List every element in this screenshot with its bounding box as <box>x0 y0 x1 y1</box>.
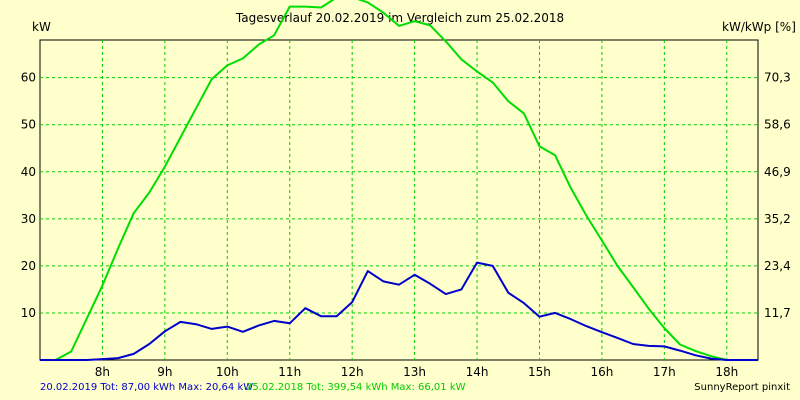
series-line <box>40 0 758 361</box>
x-tick-label: 11h <box>278 365 301 379</box>
y-tick-label-left: 50 <box>21 118 36 132</box>
x-tick-label: 17h <box>653 365 676 379</box>
x-axis-ticks: 8h 9h 10h 11h 12h 13h 14h 15h 16h 17h 18h <box>95 365 738 379</box>
y-axis-left-ticks: 10 20 30 40 50 60 <box>21 71 36 320</box>
y-axis-right-label: kW/kWp [%] <box>722 20 796 34</box>
series-1-summary: 20.02.2019 Tot: 87,00 kWh Max: 20,64 kW <box>40 382 254 393</box>
y-tick-label-right: 23,4 <box>764 259 791 273</box>
series-lines <box>40 0 758 361</box>
x-tick-label: 15h <box>528 365 551 379</box>
y-tick-label-right: 11,7 <box>764 306 791 320</box>
chart-title: Tagesverlauf 20.02.2019 im Vergleich zum… <box>235 11 564 25</box>
y-axis-right-ticks: 11,7 23,4 35,2 46,9 58,6 70,3 <box>764 71 791 320</box>
y-tick-label-right: 58,6 <box>764 118 791 132</box>
y-tick-label-right: 35,2 <box>764 212 791 226</box>
y-tick-label-right: 46,9 <box>764 165 791 179</box>
x-tick-label: 14h <box>466 365 489 379</box>
y-tick-label-left: 20 <box>21 259 36 273</box>
x-tick-label: 8h <box>95 365 110 379</box>
y-tick-label-right: 70,3 <box>764 71 791 85</box>
plot-area <box>39 39 759 361</box>
y-tick-label-left: 10 <box>21 306 36 320</box>
chart-footer: 20.02.2019 Tot: 87,00 kWh Max: 20,64 kW … <box>0 382 800 400</box>
y-tick-label-left: 30 <box>21 212 36 226</box>
y-tick-label-left: 60 <box>21 71 36 85</box>
x-tick-label: 10h <box>216 365 239 379</box>
series-line <box>40 261 758 361</box>
brand-label: SunnyReport pinxit <box>694 382 790 393</box>
x-tick-label: 16h <box>590 365 613 379</box>
y-tick-label-left: 40 <box>21 165 36 179</box>
x-tick-label: 13h <box>403 365 426 379</box>
x-tick-label: 12h <box>341 365 364 379</box>
series-2-summary: 25.02.2018 Tot: 399,54 kWh Max: 66,01 kW <box>246 382 466 393</box>
x-tick-label: 18h <box>715 365 738 379</box>
y-axis-left-label: kW <box>32 20 51 34</box>
grid-lines <box>40 40 758 360</box>
x-tick-label: 9h <box>157 365 172 379</box>
